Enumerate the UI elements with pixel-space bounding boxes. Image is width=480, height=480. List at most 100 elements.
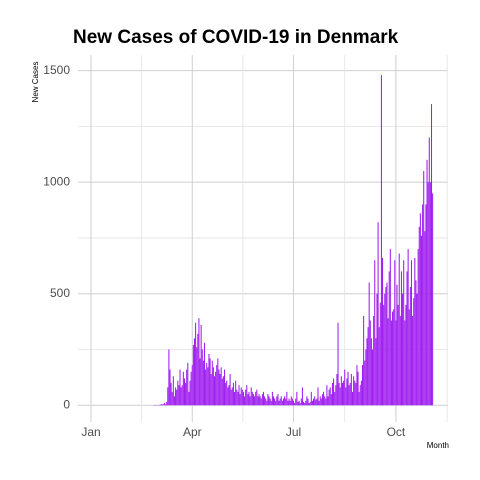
bar (207, 367, 209, 406)
bar (218, 369, 220, 406)
bar (377, 222, 379, 406)
bar (324, 396, 326, 406)
bar (334, 391, 336, 406)
bar (291, 398, 293, 406)
bar (261, 394, 263, 406)
bar (323, 391, 325, 406)
bar (272, 396, 275, 406)
bar (403, 260, 405, 406)
bar (329, 387, 331, 406)
x-tick-label: Jul (286, 425, 301, 439)
bar (330, 394, 332, 406)
bar (245, 389, 247, 406)
bar (389, 249, 391, 406)
bar (236, 389, 238, 406)
bar (210, 374, 212, 406)
bar (321, 394, 323, 406)
bar (355, 382, 357, 406)
bar (383, 304, 385, 406)
bar (284, 396, 286, 406)
bar (416, 293, 418, 406)
bar (203, 342, 206, 406)
bar (380, 75, 382, 406)
y-axis-label: New Cases (31, 62, 40, 103)
bar (193, 338, 196, 406)
bar (374, 260, 376, 406)
bar (185, 382, 187, 406)
bar (173, 396, 175, 406)
bar (413, 298, 415, 406)
bar (387, 318, 389, 406)
bar (337, 322, 339, 406)
bar (396, 284, 398, 406)
bar (212, 367, 214, 406)
bar (255, 391, 257, 406)
bar (336, 374, 338, 406)
bar (333, 378, 335, 406)
bar (299, 403, 301, 406)
bar (279, 398, 281, 406)
bar (405, 304, 407, 406)
bar (161, 404, 163, 406)
bar (198, 318, 200, 406)
bar (285, 398, 287, 406)
bar (430, 104, 433, 406)
bar (394, 260, 396, 406)
bar (286, 391, 288, 406)
bar (367, 327, 369, 406)
bar (417, 249, 419, 406)
bar (241, 389, 243, 406)
bar (170, 382, 172, 406)
bar (177, 380, 179, 406)
bar (331, 382, 333, 406)
bar (247, 394, 249, 406)
bar (288, 398, 290, 406)
bar (409, 287, 411, 406)
bar (373, 316, 375, 406)
bar (189, 380, 191, 406)
bar (223, 369, 226, 406)
bar (277, 394, 279, 406)
bar (340, 376, 342, 406)
bar (402, 293, 404, 406)
bar (418, 226, 420, 406)
bar (349, 382, 351, 406)
bar (240, 387, 242, 406)
bar (326, 385, 328, 406)
bar (316, 398, 318, 406)
bar (346, 378, 348, 406)
bar (175, 387, 177, 406)
bar (407, 249, 409, 406)
bar (422, 204, 424, 406)
bar (196, 347, 198, 406)
bar (274, 398, 276, 406)
bar (375, 338, 377, 406)
bar (429, 182, 431, 406)
bar (167, 387, 169, 406)
bar (306, 396, 308, 406)
bar (271, 391, 273, 406)
bar (246, 385, 248, 406)
bar (186, 369, 188, 406)
bar (165, 404, 167, 406)
bar (353, 376, 355, 406)
bar (370, 338, 372, 406)
bar (301, 387, 303, 406)
bar (393, 309, 395, 406)
bar (379, 302, 381, 406)
bar (188, 391, 190, 406)
bar (339, 387, 341, 406)
bar (220, 367, 222, 406)
bar (399, 316, 401, 406)
bar (354, 380, 356, 406)
bar (191, 365, 193, 406)
bar (363, 316, 365, 406)
bar (209, 358, 211, 406)
bar (412, 316, 414, 406)
bar (335, 385, 337, 406)
bar (297, 401, 299, 406)
y-tick-label: 1500 (43, 63, 70, 77)
bar (328, 389, 330, 406)
bar (251, 391, 253, 406)
bar (234, 391, 236, 406)
